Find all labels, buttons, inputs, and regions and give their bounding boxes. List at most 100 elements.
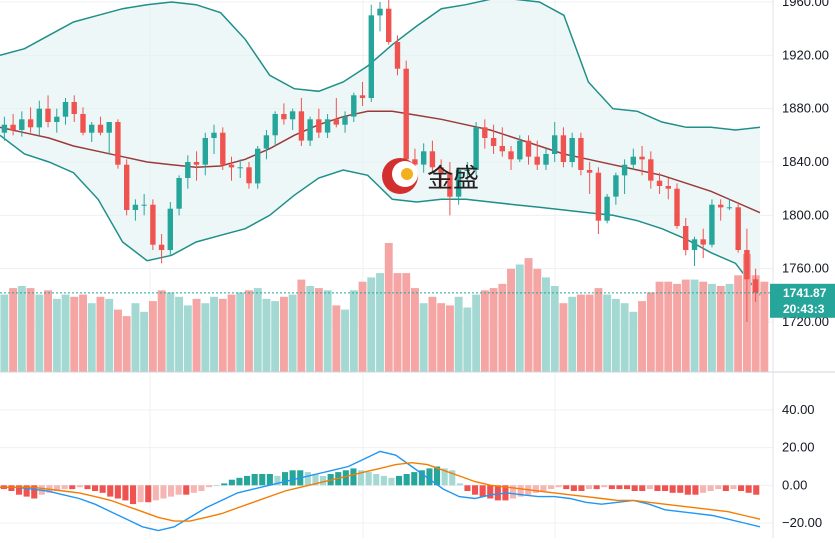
histogram-bar	[441, 468, 448, 486]
candle-body	[289, 111, 296, 120]
volume-bar	[559, 303, 568, 372]
candle	[228, 156, 235, 181]
candle-body	[316, 119, 322, 133]
histogram-bar	[107, 485, 114, 497]
candle	[193, 151, 200, 181]
histogram-bar	[449, 470, 456, 486]
histogram-bar	[69, 485, 76, 490]
candle	[342, 111, 348, 133]
candle-body	[455, 170, 462, 197]
volume-bar	[227, 294, 236, 372]
candle-body	[132, 204, 139, 210]
candle	[464, 162, 470, 181]
volume-bar	[524, 258, 533, 373]
upper-band-line	[0, 0, 761, 131]
candle-body	[613, 175, 619, 197]
volume-bar	[428, 296, 437, 373]
candle	[202, 132, 208, 176]
candle-body	[525, 140, 532, 157]
price-tick-label: 1960.00	[782, 0, 829, 9]
volume-bar	[463, 307, 472, 372]
candle-body	[718, 204, 724, 208]
histogram-bar	[266, 474, 273, 486]
candle	[421, 143, 427, 173]
volume-bar	[122, 316, 131, 372]
volume-bar	[681, 279, 690, 373]
histogram-bar	[54, 485, 61, 491]
volume-bar	[44, 290, 52, 372]
volume-bar	[87, 303, 96, 372]
candle-body	[709, 204, 715, 245]
volume-bar	[673, 283, 681, 373]
price-tag-box	[770, 283, 835, 318]
candle-body	[193, 162, 200, 165]
candle-body	[691, 239, 698, 250]
histogram-bar	[175, 485, 182, 495]
volume-bar	[446, 305, 454, 373]
histogram-bar	[532, 485, 539, 493]
volume-bar	[253, 288, 262, 372]
candle-body	[272, 114, 278, 136]
histogram-bar	[122, 485, 129, 501]
candle-body	[54, 116, 60, 122]
candle	[718, 199, 724, 221]
histogram-bar	[586, 485, 593, 490]
histogram-bar	[152, 485, 159, 501]
histogram-bar	[350, 468, 357, 486]
volume-bar	[725, 283, 734, 373]
candle-body	[150, 204, 156, 245]
volume-bar	[376, 273, 384, 372]
volume-bar	[341, 309, 349, 372]
histogram-bar	[320, 475, 327, 486]
histogram-bar	[669, 485, 676, 493]
macd-histogram	[0, 466, 760, 505]
histogram-bar	[304, 472, 311, 486]
histogram-bar	[251, 474, 258, 486]
candle	[569, 132, 575, 168]
candle	[508, 146, 514, 170]
candle-body	[1, 124, 8, 133]
volume-bar	[288, 294, 297, 372]
candle-body	[473, 127, 479, 170]
candle-body	[351, 95, 357, 117]
candle	[150, 199, 156, 250]
macd-axis[interactable]: 40.00 20.00 0.00 −20.00	[782, 402, 822, 530]
candle	[482, 119, 488, 149]
candle	[255, 146, 261, 189]
volume-bar	[17, 286, 26, 372]
volume-bar	[454, 296, 463, 373]
volume-bar	[568, 296, 577, 373]
candle-body	[10, 124, 16, 130]
candle-body	[499, 146, 505, 152]
histogram-bar	[593, 485, 600, 490]
candle	[560, 127, 567, 168]
price-tick-label: 1760.00	[782, 261, 829, 276]
histogram-bar	[578, 485, 585, 491]
candle-body	[552, 135, 558, 154]
histogram-bar	[244, 475, 251, 486]
histogram-bar	[274, 475, 281, 486]
candle	[19, 111, 25, 137]
candle	[298, 98, 305, 146]
candle	[132, 199, 139, 221]
candle	[71, 95, 77, 122]
volume-bar	[515, 264, 524, 372]
volume-bar	[306, 286, 315, 372]
volume-bar	[716, 286, 725, 372]
candle	[700, 228, 706, 258]
candle	[10, 114, 16, 136]
lower-band-line	[0, 134, 761, 296]
macd-tick-label: 20.00	[782, 440, 815, 455]
price-axis[interactable]: 1960.00 1920.00 1880.00 1840.00 1800.00 1760.…	[782, 0, 829, 329]
candle	[455, 167, 462, 205]
price-tag: 1741.87 20:43:3	[770, 283, 835, 318]
candle	[62, 98, 69, 125]
candle	[586, 162, 593, 194]
candle	[595, 167, 602, 234]
histogram-bar	[510, 485, 517, 499]
histogram-bar	[517, 485, 524, 497]
candle	[499, 127, 505, 157]
histogram-bar	[168, 485, 175, 497]
histogram-bar	[236, 477, 243, 486]
histogram-bar	[677, 485, 684, 493]
